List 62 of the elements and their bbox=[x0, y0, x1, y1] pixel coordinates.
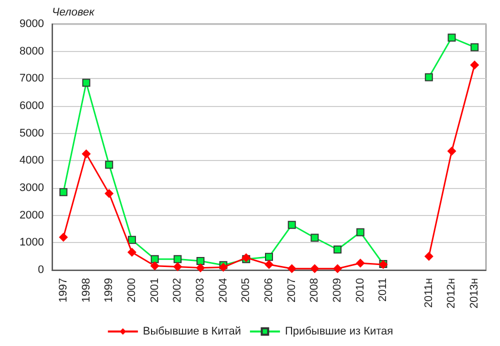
y-tick-label: 9000 bbox=[20, 18, 44, 30]
legend-label: Выбывшие в Китай bbox=[142, 326, 241, 338]
point bbox=[218, 262, 228, 272]
point bbox=[333, 264, 342, 274]
point bbox=[196, 263, 205, 272]
point bbox=[310, 264, 320, 274]
point bbox=[334, 246, 342, 254]
x-tick-label: 2011н bbox=[422, 278, 435, 308]
y-tick-label: 1000 bbox=[20, 236, 44, 249]
x-tick-label: 1997 bbox=[57, 278, 70, 302]
point bbox=[105, 160, 114, 169]
x-tick-label: 2012н bbox=[446, 278, 458, 309]
point bbox=[288, 220, 296, 229]
y-tick-label: 4000 bbox=[20, 154, 44, 167]
point bbox=[82, 149, 91, 158]
point bbox=[424, 252, 434, 261]
x-tick-label: 2013н bbox=[468, 278, 481, 309]
x-tick-label: 2005 bbox=[240, 278, 252, 302]
point bbox=[264, 260, 274, 270]
y-tick-label: 3000 bbox=[20, 182, 44, 194]
x-tick-label: 2001 bbox=[148, 278, 161, 302]
x-tick-label: 2003 bbox=[194, 278, 206, 302]
point bbox=[356, 228, 364, 236]
point bbox=[424, 73, 433, 82]
point bbox=[447, 146, 456, 156]
point bbox=[127, 248, 136, 257]
point bbox=[128, 236, 136, 244]
point bbox=[104, 188, 114, 198]
y-tick-label: 6000 bbox=[20, 100, 44, 112]
x-tick-label: 2008 bbox=[308, 278, 321, 302]
legend-label: Прибывшие из Китая bbox=[284, 326, 394, 338]
point bbox=[196, 256, 204, 265]
y-tick-label: 7000 bbox=[20, 72, 44, 85]
point bbox=[150, 255, 159, 264]
x-tick-label: 1999 bbox=[103, 278, 116, 302]
point bbox=[59, 188, 68, 196]
point bbox=[174, 255, 182, 264]
x-tick-label: 2006 bbox=[263, 278, 275, 302]
x-tick-label: 2004 bbox=[217, 278, 230, 302]
x-tick-label: 2000 bbox=[126, 278, 138, 302]
point bbox=[470, 43, 479, 52]
point bbox=[356, 258, 365, 268]
point bbox=[470, 60, 480, 70]
y-tick-label: 5000 bbox=[20, 127, 44, 140]
x-tick-label: 1998 bbox=[80, 278, 92, 302]
point bbox=[310, 234, 319, 242]
x-tick-label: 2002 bbox=[172, 278, 184, 302]
point bbox=[265, 252, 273, 261]
x-tick-label: 2010 bbox=[354, 278, 366, 302]
y-axis-title: Человек bbox=[52, 6, 96, 18]
x-tick-label: 2011 bbox=[377, 278, 390, 302]
y-tick-label: 0 bbox=[38, 264, 44, 276]
y-tick-label: 8000 bbox=[20, 45, 44, 58]
y-tick-label: 2000 bbox=[20, 209, 44, 222]
x-tick-label: 2009 bbox=[332, 278, 344, 302]
point bbox=[150, 261, 160, 270]
point bbox=[173, 262, 182, 272]
point bbox=[82, 78, 90, 87]
x-tick-label: 2007 bbox=[286, 278, 298, 302]
point bbox=[58, 232, 68, 242]
point bbox=[448, 34, 456, 42]
point bbox=[287, 264, 296, 274]
